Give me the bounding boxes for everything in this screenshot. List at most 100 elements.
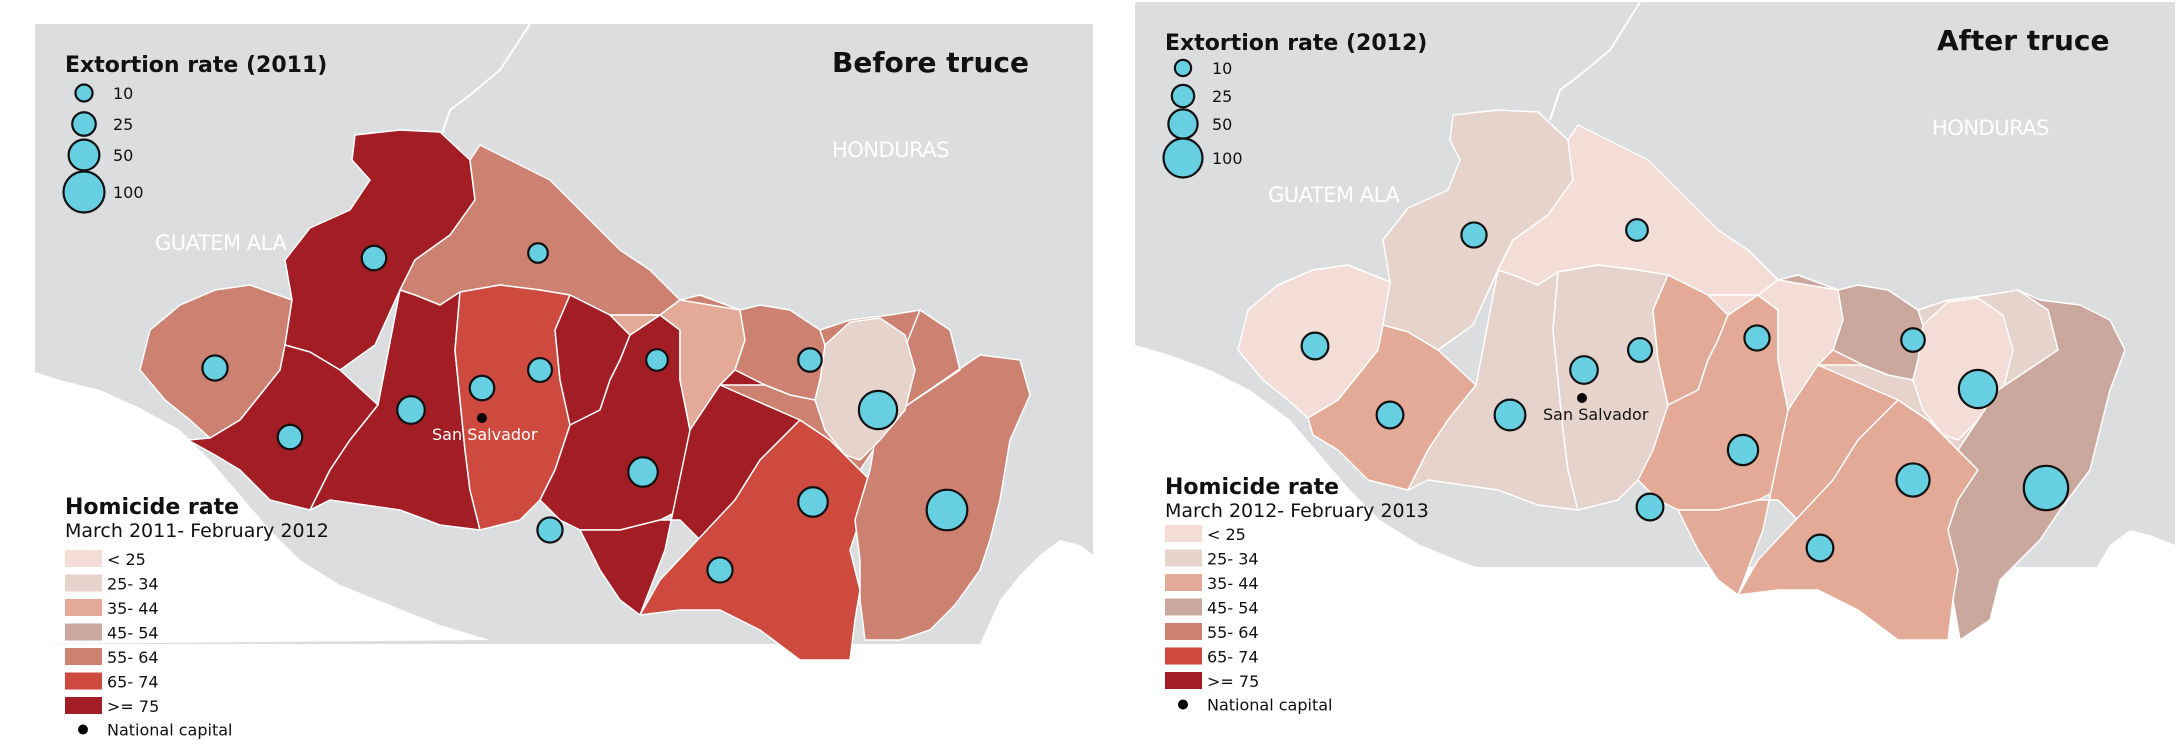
legend-class-label: 45- 54 bbox=[107, 624, 159, 643]
country-label-honduras: HONDURAS bbox=[832, 138, 949, 162]
legend-class-label: 55- 64 bbox=[1207, 623, 1259, 642]
extortion-bubble bbox=[526, 356, 554, 384]
legend-bubble-label: 10 bbox=[1212, 59, 1232, 78]
legend-swatch bbox=[65, 672, 102, 690]
extortion-bubble bbox=[396, 395, 426, 425]
legend-swatch bbox=[1165, 647, 1202, 665]
legend-class-label: 45- 54 bbox=[1207, 599, 1259, 618]
legend-swatch bbox=[1165, 549, 1202, 567]
sea-area bbox=[35, 372, 490, 644]
legend-swatch bbox=[1165, 598, 1202, 616]
legend-class-label: >= 75 bbox=[107, 697, 159, 716]
legend-swatch bbox=[65, 599, 102, 616]
extortion-bubble bbox=[1726, 433, 1760, 467]
legend-bubble bbox=[74, 83, 94, 103]
legend-swatch bbox=[1165, 525, 1202, 542]
legend-class-label: 55- 64 bbox=[107, 648, 159, 667]
legend-capital-dot bbox=[78, 724, 88, 735]
department-region bbox=[1947, 289, 2126, 641]
extortion-bubble bbox=[1300, 331, 1330, 361]
extortion-bubble bbox=[360, 244, 388, 272]
legend-swatch bbox=[65, 648, 102, 665]
capital-dot bbox=[477, 413, 487, 423]
sea-area-gulf bbox=[2090, 530, 2175, 600]
border-line-guatemala-honduras bbox=[439, 23, 531, 141]
extortion-legend: 10 25 50 100 bbox=[62, 83, 144, 214]
extortion-bubble bbox=[276, 423, 304, 451]
sea-area-gulf bbox=[980, 540, 1093, 644]
legend-class-label: >= 75 bbox=[1207, 672, 1259, 691]
page-margin bbox=[1135, 600, 2178, 752]
legend-bubble bbox=[62, 170, 106, 214]
legend-class-label: < 25 bbox=[1207, 525, 1246, 544]
extortion-bubble bbox=[1460, 221, 1488, 249]
legend-bubble-label: 100 bbox=[113, 183, 144, 202]
extortion-bubble bbox=[468, 374, 496, 402]
legend-swatch bbox=[65, 574, 102, 592]
extortion-legend-title: Extortion rate (2012) bbox=[1165, 31, 1427, 56]
legend-capital-label: National capital bbox=[107, 721, 232, 740]
legend-bubble-label: 50 bbox=[113, 146, 133, 165]
extortion-bubble bbox=[925, 488, 969, 532]
legend-bubble-label: 100 bbox=[1212, 149, 1243, 168]
legend-bubble bbox=[1162, 137, 1204, 179]
capital-label: San Salvador bbox=[1543, 405, 1649, 424]
panel-title: After truce bbox=[1937, 24, 2110, 57]
border-line-guatemala-honduras bbox=[1549, 1, 1641, 121]
legend-class-label: 25- 34 bbox=[107, 575, 159, 594]
extortion-bubble bbox=[1626, 336, 1654, 364]
legend-bubble-label: 25 bbox=[113, 115, 133, 134]
extortion-bubble bbox=[1805, 533, 1835, 563]
extortion-bubble bbox=[1957, 368, 1999, 410]
legend-class-label: < 25 bbox=[107, 550, 146, 569]
legend-class-label: 65- 74 bbox=[1207, 648, 1259, 667]
extortion-bubble bbox=[1569, 355, 1599, 385]
legend-swatch bbox=[65, 550, 102, 567]
extortion-bubble bbox=[857, 389, 899, 431]
legend-swatch bbox=[65, 623, 102, 641]
legend-swatch bbox=[1165, 672, 1202, 689]
extortion-bubble bbox=[201, 354, 229, 382]
extortion-bubbles bbox=[201, 242, 969, 584]
extortion-bubble bbox=[645, 348, 669, 372]
homicide-legend: < 25 25- 34 35- 44 45- 54 55- 64 65- 74 >= 75 N… bbox=[1165, 525, 1332, 715]
legend-bubble-label: 25 bbox=[1212, 87, 1232, 106]
extortion-bubble bbox=[627, 456, 659, 488]
extortion-bubble bbox=[1375, 400, 1405, 430]
country-label-guatemala: GUATEM ALA bbox=[1268, 183, 1400, 207]
map-panel-before: San Salvador GUATEM ALA HONDURAS Before … bbox=[35, 23, 1093, 740]
legend-bubble-label: 50 bbox=[1212, 115, 1232, 134]
extortion-bubble bbox=[706, 556, 734, 584]
homicide-legend-title: Homicide rate bbox=[1165, 475, 1339, 500]
legend-capital-label: National capital bbox=[1207, 696, 1332, 715]
extortion-bubble bbox=[2022, 464, 2070, 512]
legend-capital-dot bbox=[1178, 699, 1188, 710]
panel-title: Before truce bbox=[832, 46, 1029, 79]
legend-bubble-label: 10 bbox=[113, 84, 133, 103]
extortion-bubble bbox=[1635, 492, 1665, 522]
extortion-bubble bbox=[536, 516, 564, 544]
extortion-bubble bbox=[1900, 327, 1926, 353]
legend-class-label: 25- 34 bbox=[1207, 550, 1259, 569]
extortion-bubble bbox=[797, 486, 829, 518]
legend-class-label: 65- 74 bbox=[107, 673, 159, 692]
legend-bubble bbox=[67, 138, 101, 172]
legend-bubble bbox=[1170, 83, 1196, 109]
map-panel-after: San Salvador GUATEM ALA HONDURAS After t… bbox=[1135, 1, 2178, 752]
country-label-guatemala: GUATEM ALA bbox=[155, 231, 287, 255]
extortion-legend-title: Extortion rate (2011) bbox=[65, 53, 327, 78]
homicide-legend: < 25 25- 34 35- 44 45- 54 55- 64 65- 74 >= 75 N… bbox=[65, 550, 232, 740]
extortion-bubble bbox=[527, 242, 549, 264]
homicide-legend-title: Homicide rate bbox=[65, 495, 239, 520]
capital-label: San Salvador bbox=[432, 425, 538, 444]
legend-bubble bbox=[71, 111, 97, 137]
homicide-legend-period: March 2011- February 2012 bbox=[65, 520, 329, 542]
legend-class-label: 35- 44 bbox=[107, 599, 159, 618]
extortion-legend: 10 25 50 100 bbox=[1162, 58, 1243, 179]
sea-area bbox=[1135, 345, 1560, 600]
legend-bubble bbox=[1173, 58, 1193, 78]
legend-swatch bbox=[1165, 623, 1202, 640]
legend-swatch bbox=[65, 697, 102, 714]
capital-dot bbox=[1577, 393, 1587, 403]
